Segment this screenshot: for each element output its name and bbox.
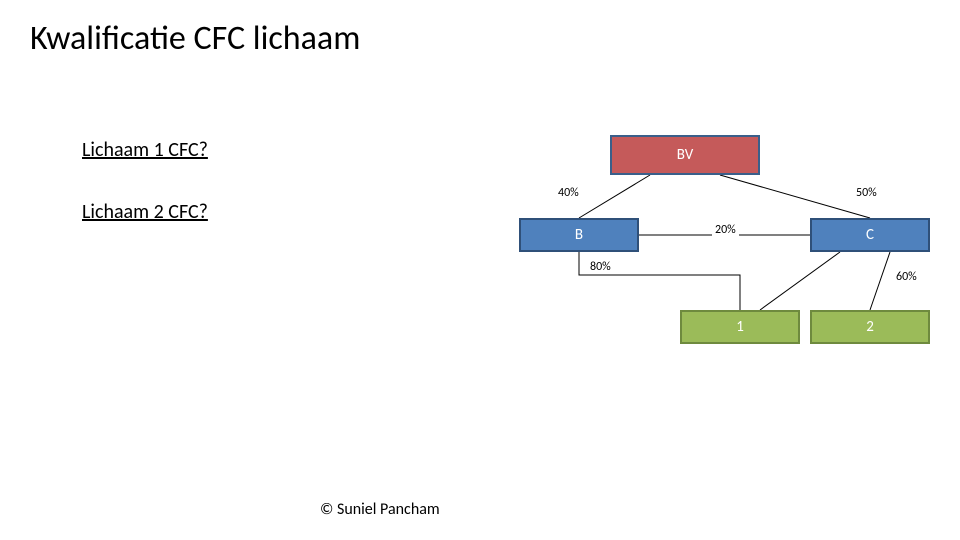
node-c: C xyxy=(810,218,930,252)
node-b: B xyxy=(519,218,639,252)
node-1-label: 1 xyxy=(736,318,744,336)
connector-lines xyxy=(0,0,960,540)
edge-label-b-c: 20% xyxy=(712,222,739,238)
edge-label-c-2: 60% xyxy=(896,270,917,284)
subheading-lichaam-2: Lichaam 2 CFC? xyxy=(82,200,208,224)
subheading-lichaam-1: Lichaam 1 CFC? xyxy=(82,138,208,162)
node-2: 2 xyxy=(810,310,930,344)
edge-label-bv-c: 50% xyxy=(856,186,877,200)
node-1: 1 xyxy=(680,310,800,344)
node-b-label: B xyxy=(575,226,583,244)
edge-label-b-1: 80% xyxy=(590,260,611,274)
edge-label-bv-b: 40% xyxy=(558,186,579,200)
node-2-label: 2 xyxy=(866,318,874,336)
node-c-label: C xyxy=(866,226,874,244)
node-bv: BV xyxy=(610,135,760,175)
page-title: Kwalificatie CFC lichaam xyxy=(30,18,360,59)
node-bv-label: BV xyxy=(677,146,694,164)
copyright-footer: © Suniel Pancham xyxy=(320,500,440,519)
